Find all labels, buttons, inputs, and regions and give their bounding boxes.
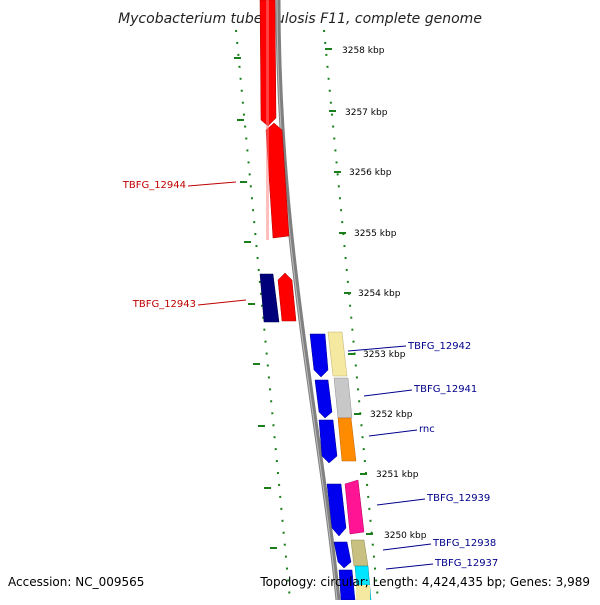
- gene-feature-tbfg-12941[interactable]: [314, 377, 353, 419]
- gene-label-tbfg-12938[interactable]: TBFG_12938: [432, 538, 496, 549]
- gene-feature-rnc[interactable]: [318, 417, 357, 464]
- gene-feature-tbfg-12942[interactable]: [309, 331, 348, 378]
- genome-backbone: [275, 0, 341, 601]
- gene-label-group-right: TBFG_12942 TBFG_12941 rnc TBFG_12939 TBF…: [347, 341, 498, 570]
- gene-feature-tbfg-12938[interactable]: [333, 539, 369, 569]
- scale-label: 3255 kbp: [354, 229, 397, 239]
- scale-label: 3250 kbp: [384, 531, 427, 541]
- map-title: Mycobacterium tuberculosis F11, complete…: [118, 11, 482, 27]
- scale-label: 3256 kbp: [349, 168, 392, 178]
- gene-feature-tbfg-12937[interactable]: [338, 565, 372, 601]
- gene-feature-tbfg-12939[interactable]: [326, 479, 365, 537]
- major-ticks-left: [234, 57, 277, 549]
- topology-text: Topology: circular; Length: 4,424,435 bp…: [259, 575, 590, 589]
- gene-label-group-left: TBFG_12944 TBFG_12943: [122, 180, 247, 310]
- gene-label-tbfg-12941[interactable]: TBFG_12941: [413, 384, 477, 395]
- scale-label: 3258 kbp: [342, 46, 385, 56]
- gene-feature-tbfg-12944[interactable]: [259, 0, 290, 240]
- scale-label: 3251 kbp: [376, 470, 419, 480]
- scale-label: 3252 kbp: [370, 410, 413, 420]
- gene-feature-tbfg-12943[interactable]: [259, 272, 297, 323]
- scale-label: 3257 kbp: [345, 108, 388, 118]
- gene-label-tbfg-12944[interactable]: TBFG_12944: [122, 180, 186, 191]
- gene-label-tbfg-12939[interactable]: TBFG_12939: [426, 493, 490, 504]
- gene-label-tbfg-12942[interactable]: TBFG_12942: [407, 341, 471, 352]
- gene-label-tbfg-12937[interactable]: TBFG_12937: [434, 558, 498, 569]
- scale-label: 3254 kbp: [358, 289, 401, 299]
- major-ticks-right: [325, 48, 373, 535]
- gene-label-rnc[interactable]: rnc: [419, 424, 435, 435]
- gene-label-tbfg-12943[interactable]: TBFG_12943: [132, 299, 196, 310]
- scale-labels: 3258 kbp 3257 kbp 3256 kbp 3255 kbp 3254…: [342, 46, 427, 541]
- footer: Accession: NC_009565 Topology: circular;…: [8, 575, 590, 589]
- accession-text: Accession: NC_009565: [8, 575, 144, 589]
- scale-label: 3253 kbp: [363, 350, 406, 360]
